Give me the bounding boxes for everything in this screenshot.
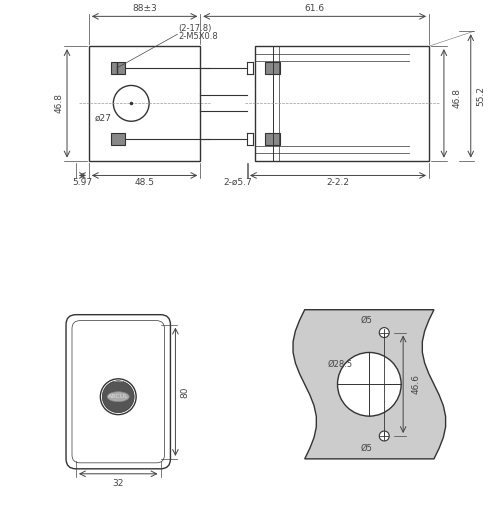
Text: 46.8: 46.8 xyxy=(54,93,64,113)
Polygon shape xyxy=(111,133,124,145)
Text: Ø5: Ø5 xyxy=(360,316,372,325)
Text: 46.6: 46.6 xyxy=(412,374,420,394)
Text: ø27: ø27 xyxy=(95,114,112,123)
Text: Ø5: Ø5 xyxy=(360,443,372,453)
Text: 32: 32 xyxy=(112,479,124,488)
Circle shape xyxy=(380,328,389,337)
Text: 88±3: 88±3 xyxy=(132,4,157,13)
Circle shape xyxy=(102,381,134,413)
Text: 55.2: 55.2 xyxy=(476,86,485,106)
Text: (2-17.8): (2-17.8) xyxy=(178,24,212,33)
PathPatch shape xyxy=(293,310,446,459)
Circle shape xyxy=(380,431,389,441)
Text: 2-ø5.7: 2-ø5.7 xyxy=(224,178,252,187)
Text: 2-M5X0.8: 2-M5X0.8 xyxy=(178,32,218,41)
Text: 61.6: 61.6 xyxy=(304,4,324,13)
Polygon shape xyxy=(265,133,280,145)
Circle shape xyxy=(338,352,401,416)
Text: ARCUL: ARCUL xyxy=(108,394,128,399)
Text: 5.97: 5.97 xyxy=(72,178,92,187)
Polygon shape xyxy=(265,62,280,74)
Text: 48.5: 48.5 xyxy=(134,178,154,187)
Polygon shape xyxy=(111,62,124,74)
Ellipse shape xyxy=(108,392,129,402)
Text: 46.8: 46.8 xyxy=(452,89,462,108)
Text: 2-2.2: 2-2.2 xyxy=(326,178,349,187)
Text: Ø28.5: Ø28.5 xyxy=(328,360,352,369)
Text: 80: 80 xyxy=(181,386,190,398)
